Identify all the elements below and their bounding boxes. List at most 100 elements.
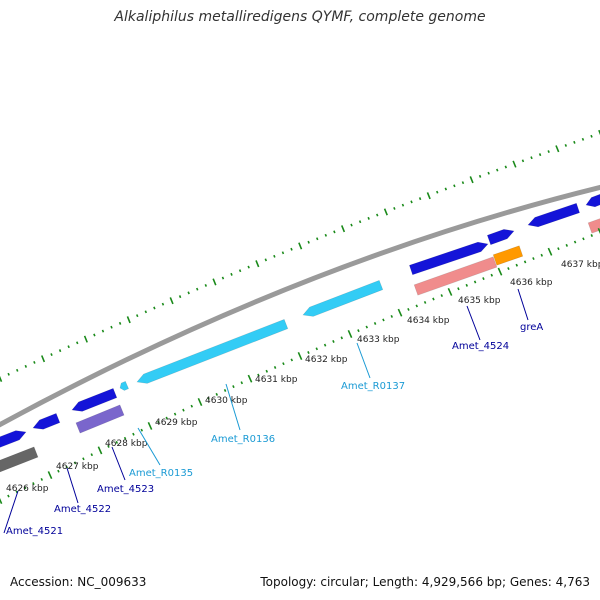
outer-tick bbox=[496, 168, 499, 172]
inner-tick bbox=[482, 277, 485, 281]
inner-tick bbox=[523, 260, 527, 264]
outer-tick bbox=[590, 134, 593, 138]
inner-tick bbox=[97, 446, 103, 455]
outer-tick bbox=[230, 272, 233, 276]
gene-label: Amet_R0136 bbox=[211, 434, 275, 445]
inner-tick bbox=[282, 362, 285, 366]
gene-label: Amet_4521 bbox=[6, 526, 63, 537]
inner-tick bbox=[307, 351, 310, 354]
inner-tick bbox=[57, 469, 60, 473]
outer-tick-ring bbox=[0, 129, 600, 383]
inner-tick bbox=[40, 477, 44, 481]
inner-tick bbox=[397, 308, 403, 317]
inner-tick bbox=[473, 280, 477, 284]
inner-tick bbox=[597, 228, 600, 236]
inner-tick bbox=[373, 322, 377, 325]
outer-tick bbox=[453, 184, 456, 188]
gene-arrow-right-1 bbox=[527, 202, 580, 228]
outer-tick bbox=[281, 251, 285, 255]
scale-label: 4628 kbp bbox=[105, 439, 148, 449]
gene-block-pink-right bbox=[587, 218, 600, 234]
inner-tick bbox=[573, 240, 577, 244]
inner-tick bbox=[323, 343, 327, 347]
gene-arrow-amet-4522 bbox=[32, 412, 61, 430]
outer-tick bbox=[290, 247, 293, 251]
scale-label: 4629 kbp bbox=[155, 418, 198, 428]
outer-tick bbox=[204, 283, 208, 287]
topology-text: Topology: circular; Length: 4,929,566 bp… bbox=[260, 575, 590, 589]
gene-label: greA bbox=[520, 322, 543, 333]
gene-block-pseudo bbox=[0, 446, 39, 473]
label-leader-line bbox=[356, 342, 371, 379]
outer-tick bbox=[101, 329, 105, 333]
inner-tick bbox=[347, 330, 353, 338]
label-leader-line bbox=[137, 427, 161, 466]
map-title: Alkaliphilus metalliredigens QYMF, compl… bbox=[114, 9, 486, 25]
inner-tick bbox=[257, 373, 260, 377]
gene-arrow-grea bbox=[486, 229, 515, 246]
outer-tick bbox=[555, 145, 560, 153]
inner-tick bbox=[73, 461, 77, 465]
scale-label: 4637 kbp bbox=[561, 260, 600, 270]
outer-tick bbox=[58, 349, 62, 353]
outer-tick bbox=[504, 165, 508, 169]
inner-tick bbox=[532, 257, 535, 261]
outer-tick bbox=[24, 364, 28, 368]
inner-tick bbox=[557, 247, 560, 251]
inner-tick bbox=[182, 408, 185, 412]
scale-label: 4635 kbp bbox=[458, 296, 501, 306]
label-leader-line bbox=[3, 490, 19, 534]
inner-tick bbox=[415, 304, 419, 308]
outer-tick bbox=[426, 192, 431, 200]
outer-tick bbox=[564, 143, 568, 147]
inner-tick bbox=[232, 385, 235, 389]
inner-tick bbox=[390, 314, 394, 318]
outer-tick bbox=[581, 137, 585, 141]
outer-tick bbox=[161, 302, 165, 306]
inner-tick bbox=[497, 267, 503, 276]
inner-tick bbox=[215, 392, 219, 396]
gene-label: Amet_R0137 bbox=[341, 381, 405, 392]
accession-text: Accession: NC_009633 bbox=[10, 575, 147, 589]
outer-tick bbox=[33, 360, 36, 364]
inner-tick bbox=[32, 482, 35, 486]
inner-tick bbox=[247, 374, 253, 383]
outer-tick bbox=[273, 254, 276, 258]
inner-tick bbox=[7, 494, 10, 498]
outer-tick bbox=[144, 310, 148, 314]
gene-label: Amet_4524 bbox=[452, 341, 509, 352]
outer-tick bbox=[340, 225, 346, 233]
outer-tick bbox=[40, 355, 46, 363]
inner-tick bbox=[157, 420, 160, 424]
gene-block-purple bbox=[75, 404, 125, 434]
label-layer: 4626 kbp 4627 kbp 4628 kbp 4629 kbp 4630 kbp… bbox=[3, 260, 600, 537]
outer-tick bbox=[16, 368, 19, 372]
inner-tick bbox=[0, 496, 3, 504]
outer-tick bbox=[521, 159, 525, 163]
gene-block-pink-4524 bbox=[413, 256, 498, 296]
inner-tick bbox=[547, 247, 553, 256]
outer-tick bbox=[93, 333, 96, 337]
scale-label: 4631 kbp bbox=[255, 375, 298, 385]
outer-tick bbox=[469, 176, 474, 184]
outer-tick bbox=[444, 187, 448, 191]
outer-tick bbox=[324, 233, 328, 237]
gene-arrow-amet-4521 bbox=[0, 430, 27, 448]
outer-tick bbox=[401, 203, 405, 207]
inner-tick bbox=[90, 453, 94, 457]
outer-tick bbox=[0, 374, 3, 383]
scale-label: 4634 kbp bbox=[407, 316, 450, 326]
feature-track bbox=[0, 193, 600, 473]
outer-tick bbox=[153, 306, 156, 310]
scale-label: 4627 kbp bbox=[56, 462, 99, 472]
gene-arrow-amet-4524 bbox=[409, 241, 489, 276]
gene-arrow-right-2 bbox=[585, 193, 600, 208]
outer-tick bbox=[487, 171, 490, 175]
inner-tick bbox=[107, 444, 110, 448]
rna-arrow-amet-r0135 bbox=[119, 380, 129, 391]
outer-tick bbox=[67, 345, 70, 349]
inner-tick bbox=[432, 297, 435, 301]
outer-tick bbox=[7, 372, 10, 376]
outer-tick bbox=[478, 174, 482, 178]
